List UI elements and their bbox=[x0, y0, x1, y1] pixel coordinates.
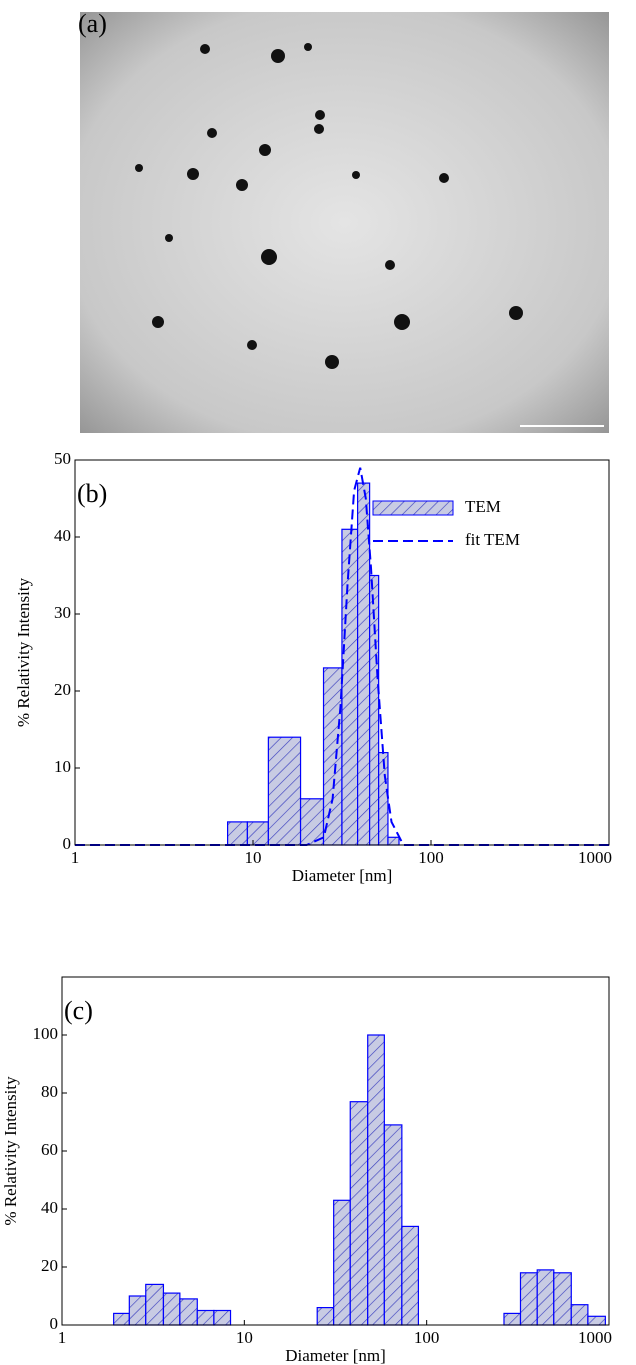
y-tick-label: 30 bbox=[54, 603, 71, 622]
panel-label: (a) bbox=[78, 9, 107, 38]
bar bbox=[145, 1283, 165, 1326]
y-tick-label: 40 bbox=[41, 1198, 58, 1217]
panel-label: (c) bbox=[64, 996, 93, 1025]
x-tick-label: 1 bbox=[71, 848, 80, 867]
legend-label: TEM bbox=[465, 497, 501, 516]
bar bbox=[162, 1292, 181, 1326]
bar bbox=[333, 1199, 351, 1326]
bar bbox=[322, 667, 343, 846]
x-tick-label: 10 bbox=[245, 848, 262, 867]
legend-swatch bbox=[372, 500, 454, 516]
y-tick-label: 50 bbox=[54, 449, 71, 468]
bar bbox=[179, 1298, 198, 1326]
x-axis-label: Diameter [nm] bbox=[285, 1346, 386, 1365]
bar bbox=[128, 1295, 147, 1326]
x-tick-label: 1 bbox=[58, 1328, 67, 1347]
x-tick-label: 100 bbox=[418, 848, 444, 867]
bar bbox=[213, 1309, 232, 1326]
x-tick-label: 1000 bbox=[578, 1328, 612, 1347]
y-tick-label: 20 bbox=[54, 680, 71, 699]
x-axis-label: Diameter [nm] bbox=[292, 866, 393, 885]
y-tick-label: 0 bbox=[50, 1314, 59, 1333]
x-tick-label: 1000 bbox=[578, 848, 612, 867]
bar bbox=[246, 821, 269, 846]
bar bbox=[349, 1101, 369, 1326]
fit-line bbox=[75, 467, 609, 846]
x-tick-label: 100 bbox=[414, 1328, 440, 1347]
plot-frame bbox=[74, 459, 610, 846]
bar bbox=[570, 1304, 589, 1326]
bar bbox=[267, 736, 302, 846]
y-tick-label: 40 bbox=[54, 526, 71, 545]
bar bbox=[587, 1315, 606, 1326]
y-tick-label: 0 bbox=[63, 834, 72, 853]
panel-label: (b) bbox=[77, 479, 107, 508]
bar bbox=[316, 1306, 335, 1326]
y-axis-label: % Relativity Intensity bbox=[14, 577, 33, 727]
bar bbox=[383, 1124, 403, 1326]
bar bbox=[341, 528, 359, 846]
y-tick-label: 10 bbox=[54, 757, 71, 776]
y-tick-label: 20 bbox=[41, 1256, 58, 1275]
bar bbox=[113, 1312, 130, 1326]
y-tick-label: 80 bbox=[41, 1082, 58, 1101]
bar bbox=[367, 1034, 385, 1326]
bar bbox=[227, 821, 248, 846]
y-tick-label: 100 bbox=[33, 1024, 59, 1043]
legend-label: fit TEM bbox=[465, 530, 520, 549]
x-tick-label: 10 bbox=[236, 1328, 253, 1347]
y-axis-label: % Relativity Intensity bbox=[1, 1076, 20, 1226]
bar bbox=[519, 1272, 538, 1326]
tem-image bbox=[80, 12, 609, 433]
bar bbox=[387, 836, 400, 846]
bar bbox=[553, 1272, 572, 1326]
bar bbox=[503, 1312, 522, 1326]
y-tick-label: 60 bbox=[41, 1140, 58, 1159]
bar bbox=[196, 1309, 215, 1326]
bar bbox=[401, 1225, 420, 1326]
bar bbox=[536, 1269, 555, 1326]
